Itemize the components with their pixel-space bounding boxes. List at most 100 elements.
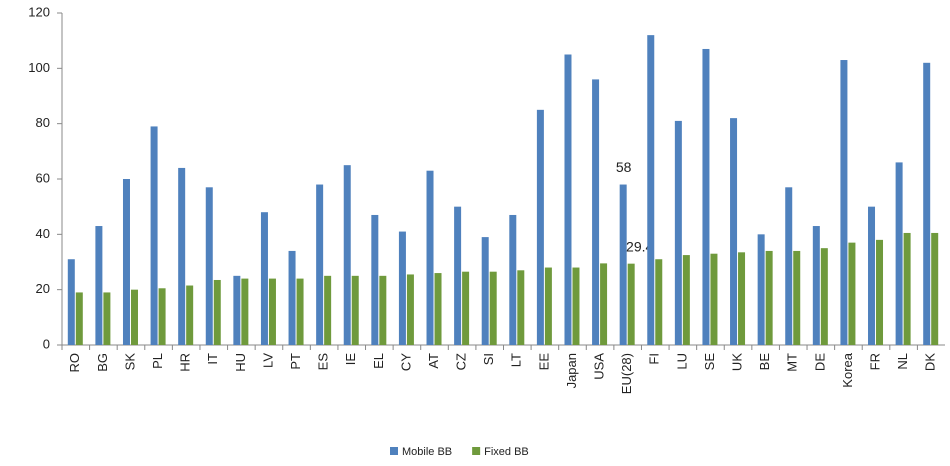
x-tick-label: FI <box>647 353 662 365</box>
x-tick-label: CZ <box>454 353 469 370</box>
x-tick-label: EL <box>371 353 386 369</box>
bar <box>462 271 470 345</box>
bar <box>730 118 738 345</box>
bar <box>820 248 828 345</box>
bar <box>296 278 304 345</box>
bar <box>324 275 332 345</box>
bar <box>268 278 276 345</box>
data-label: 29.4 <box>626 238 653 254</box>
bar <box>158 288 166 345</box>
bar <box>150 126 158 345</box>
bar <box>406 274 414 345</box>
y-tick-label: 20 <box>36 281 50 296</box>
y-tick-label: 100 <box>28 60 50 75</box>
bar <box>536 109 544 345</box>
bar <box>379 275 387 345</box>
bar <box>572 267 580 345</box>
x-tick-label: LT <box>509 353 524 367</box>
bar <box>260 212 268 345</box>
x-tick-label: DK <box>923 353 938 371</box>
legend-swatch <box>472 447 481 455</box>
bar <box>178 167 186 345</box>
x-tick-label: IE <box>343 353 358 366</box>
x-tick-label: BG <box>95 353 110 372</box>
bar <box>840 60 848 346</box>
bar <box>600 263 608 345</box>
x-tick-label: UK <box>729 353 744 371</box>
bar <box>544 267 552 345</box>
bar <box>205 187 213 345</box>
bar <box>186 285 194 345</box>
bar <box>619 184 627 345</box>
x-tick-label: IT <box>205 353 220 365</box>
x-tick-label: LU <box>674 353 689 370</box>
bar <box>489 271 497 345</box>
bar <box>241 278 249 345</box>
bar <box>509 214 517 345</box>
bar <box>481 237 489 345</box>
bar <box>876 239 884 345</box>
x-tick-label: MT <box>785 353 800 372</box>
y-tick-label: 0 <box>43 336 50 351</box>
bar <box>454 206 462 345</box>
x-tick-label: PL <box>150 353 165 369</box>
x-tick-label: EU(28) <box>619 353 634 394</box>
bar <box>627 263 635 345</box>
x-tick-label: LV <box>260 353 275 368</box>
x-tick-label: AT <box>426 353 441 369</box>
bar <box>564 54 572 345</box>
bar <box>426 170 434 345</box>
bar <box>710 253 718 345</box>
bar <box>682 255 690 345</box>
bar <box>95 226 103 345</box>
data-label: 58 <box>616 159 632 175</box>
y-tick-label: 40 <box>36 226 50 241</box>
bar <box>903 232 911 345</box>
x-tick-label: NL <box>895 353 910 370</box>
bar <box>592 79 600 346</box>
bar <box>765 250 773 345</box>
bar <box>738 252 746 345</box>
bar <box>702 48 710 345</box>
x-tick-label: USA <box>592 353 607 380</box>
bar <box>213 279 221 345</box>
x-tick-label: Japan <box>564 353 579 388</box>
x-tick-label: HU <box>233 353 248 372</box>
bar <box>793 250 801 345</box>
bar <box>674 120 682 346</box>
x-tick-label: CY <box>398 353 413 371</box>
bar <box>233 275 241 345</box>
y-tick-label: 80 <box>36 115 50 130</box>
bar <box>517 270 525 345</box>
bar <box>122 179 130 345</box>
bar <box>647 35 655 346</box>
bar <box>785 187 793 345</box>
bar <box>351 275 359 345</box>
x-tick-label: FR <box>867 353 882 370</box>
x-tick-label: SI <box>481 353 496 365</box>
x-tick-label: SK <box>122 353 137 371</box>
bar <box>371 214 379 345</box>
legend-label: Mobile BB <box>402 446 452 458</box>
y-tick-label: 60 <box>36 170 50 185</box>
bar <box>868 206 876 345</box>
x-tick-label: SE <box>702 353 717 371</box>
x-tick-label: PT <box>288 353 303 370</box>
bar <box>931 232 939 345</box>
x-tick-label: RO <box>67 353 82 373</box>
legend-label: Fixed BB <box>484 446 529 458</box>
bar <box>398 231 406 345</box>
x-tick-label: DE <box>812 353 827 371</box>
bar <box>75 292 83 345</box>
x-tick-label: EE <box>536 353 551 371</box>
bar <box>316 184 324 345</box>
bar <box>434 273 442 345</box>
bar <box>757 234 765 345</box>
bar <box>288 250 296 345</box>
y-tick-label: 120 <box>28 4 50 19</box>
bar <box>812 226 820 345</box>
bar <box>343 165 351 345</box>
x-tick-label: Korea <box>840 352 855 387</box>
